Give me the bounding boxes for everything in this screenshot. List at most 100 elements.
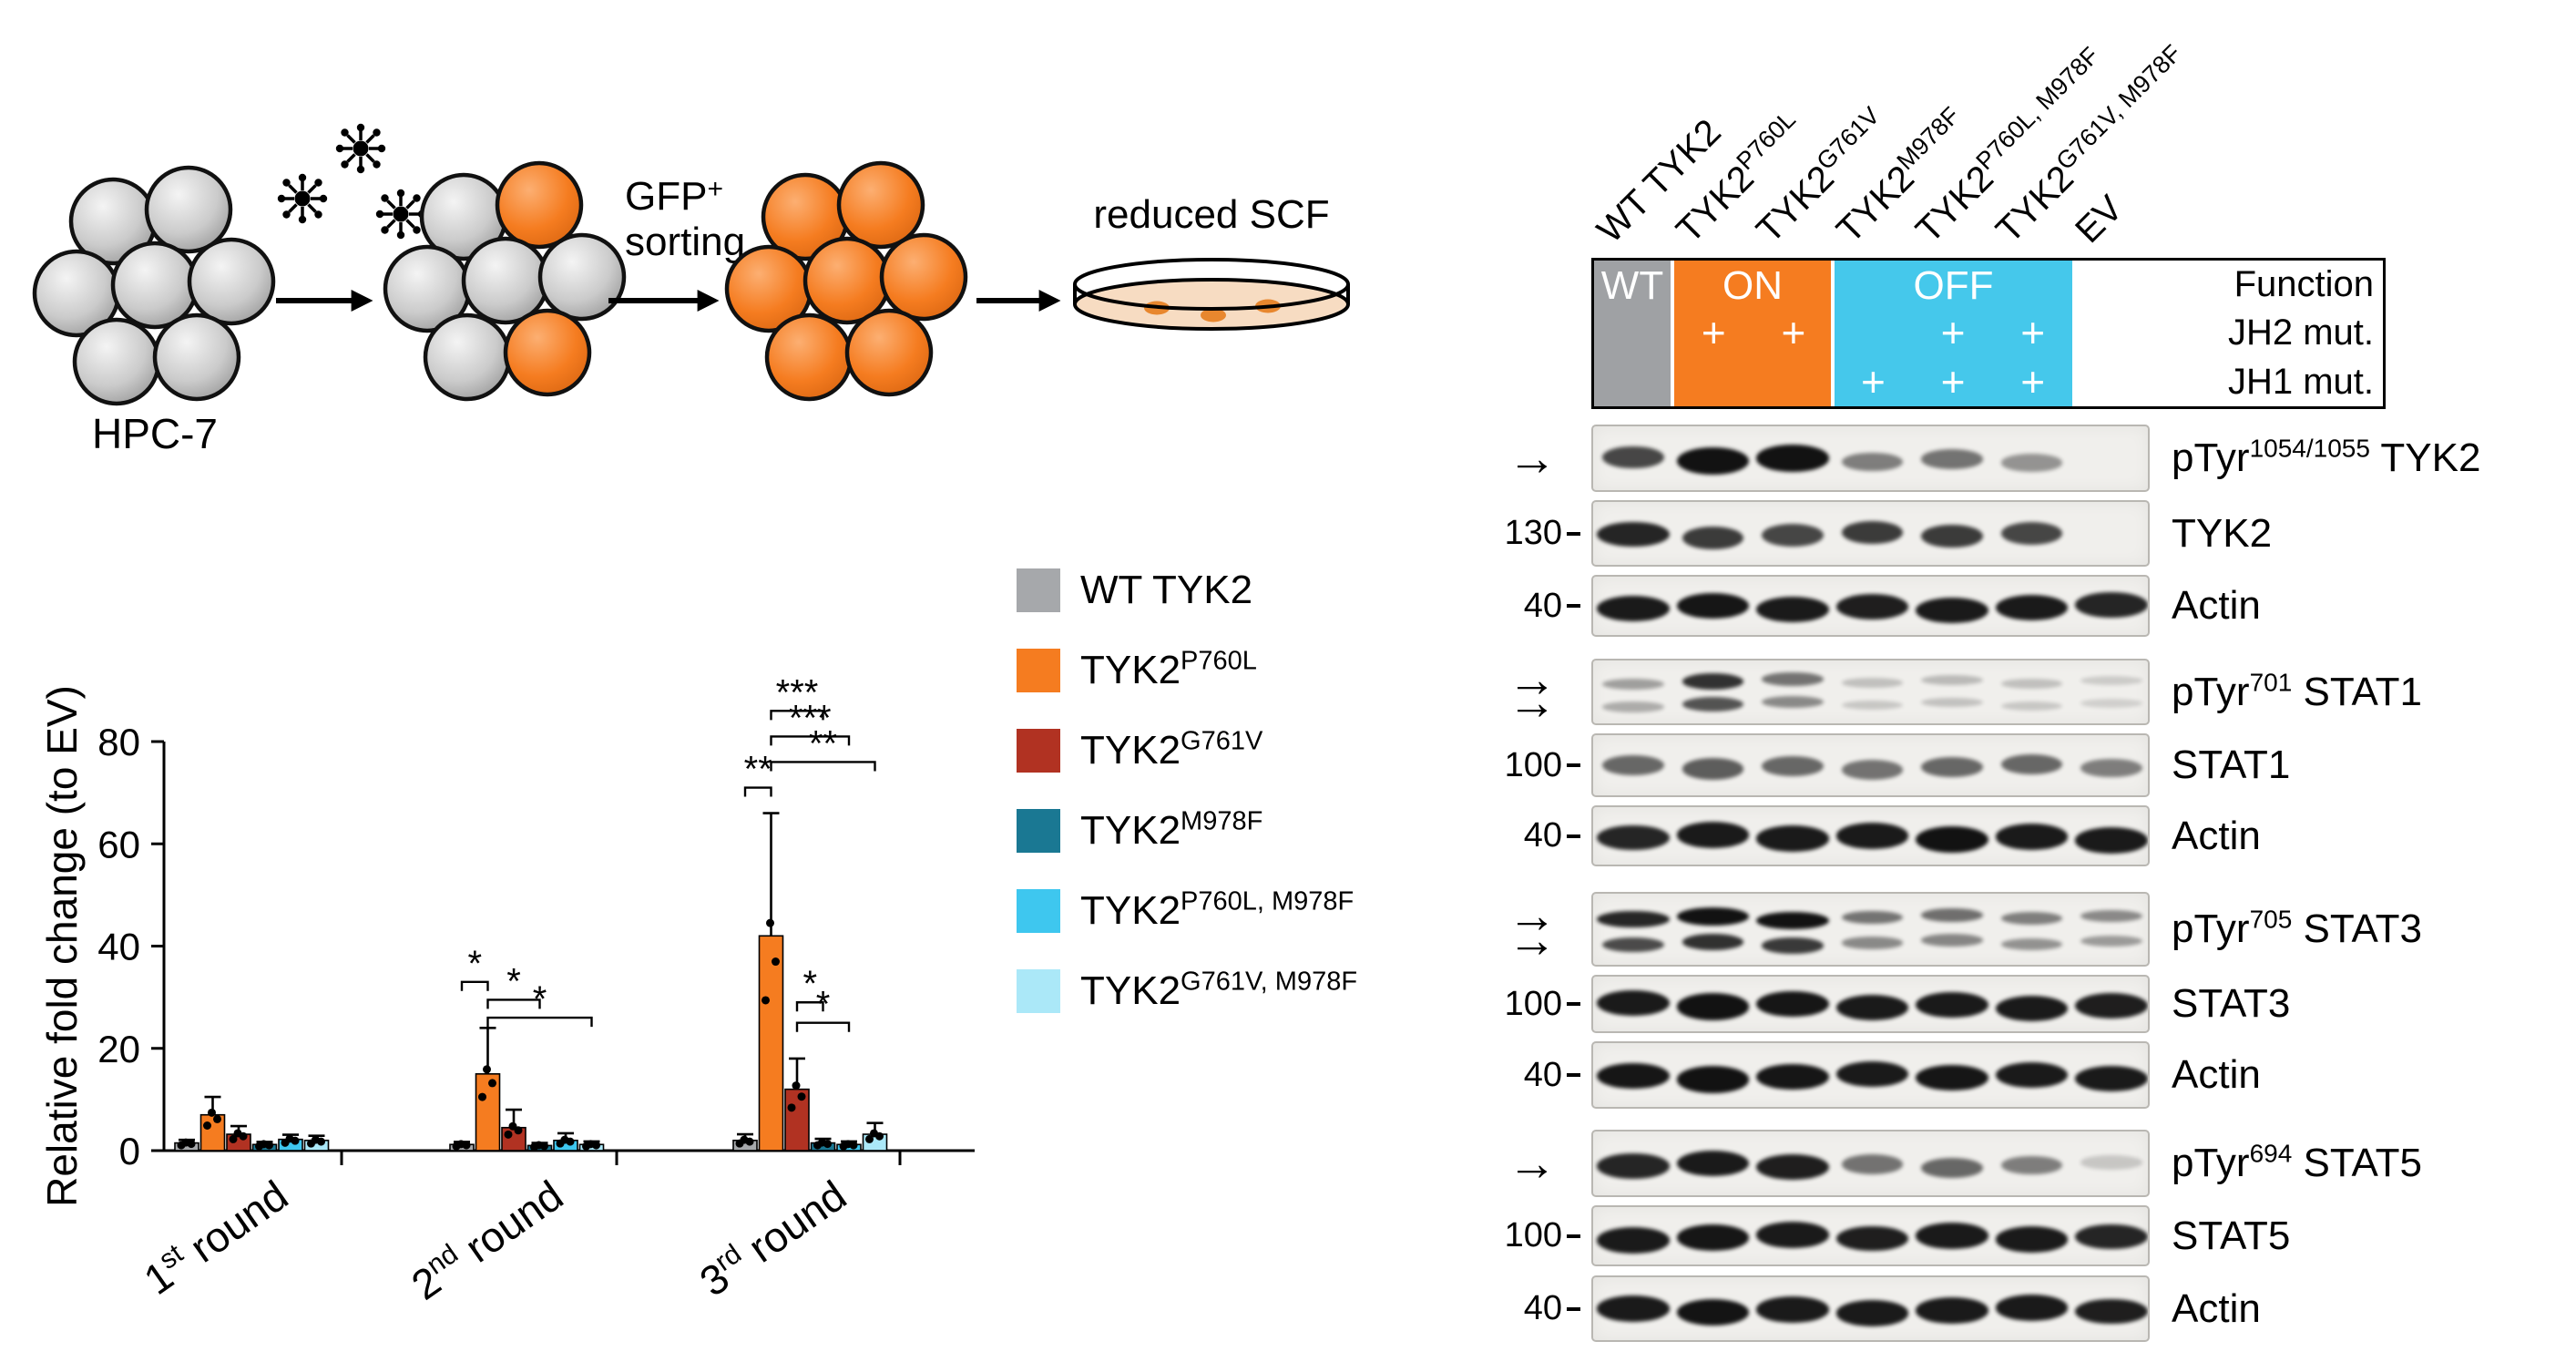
data-point bbox=[797, 1092, 806, 1101]
blot-band bbox=[1756, 1154, 1829, 1180]
bar-group bbox=[526, 1141, 553, 1152]
sorted-cell-cluster bbox=[724, 160, 968, 402]
data-point bbox=[229, 1134, 238, 1143]
blot-band bbox=[1682, 697, 1744, 712]
plus-mark: + bbox=[1701, 309, 1726, 357]
data-point bbox=[208, 1108, 216, 1117]
y-tick-labels: 0 20 40 60 80 bbox=[97, 721, 140, 1172]
data-point bbox=[772, 957, 780, 967]
molecular-weight-label: 40 bbox=[1473, 584, 1580, 628]
blot-row-label: pTyr694 STAT5 bbox=[2172, 1139, 2422, 1185]
blot-band bbox=[2000, 454, 2063, 472]
blot-band bbox=[2000, 937, 2063, 950]
legend-item: TYK2M978F bbox=[1017, 807, 1357, 855]
bar-group bbox=[810, 1137, 836, 1152]
bar-group bbox=[758, 812, 784, 1152]
blot-band bbox=[1762, 755, 1824, 777]
band-arrow-icon: → bbox=[1508, 674, 1557, 730]
blot-band bbox=[2075, 993, 2148, 1019]
blot-band bbox=[1597, 989, 1670, 1017]
blot-band bbox=[1835, 1060, 1909, 1088]
jh1-mut-label: JH1 mut. bbox=[2227, 361, 2374, 402]
blot-band bbox=[2075, 592, 2148, 618]
blot-band bbox=[1995, 995, 2069, 1022]
western-blot bbox=[1591, 659, 2150, 725]
data-point bbox=[260, 1140, 268, 1149]
band-arrow-icon: → bbox=[1508, 431, 1557, 486]
blot-band bbox=[1916, 1064, 1988, 1091]
petri-dish bbox=[1073, 258, 1350, 331]
svg-text:60: 60 bbox=[97, 823, 140, 865]
off-group-box: OFF bbox=[1835, 261, 2072, 406]
blot-band bbox=[1602, 754, 1664, 776]
blot-row-label: Actin bbox=[2172, 1052, 2261, 1097]
data-point bbox=[787, 1103, 796, 1112]
bar bbox=[475, 1073, 501, 1152]
blot-band bbox=[1995, 824, 2069, 850]
blot-band bbox=[1916, 825, 1988, 854]
blot-band bbox=[2000, 753, 2063, 775]
bar-group bbox=[578, 1140, 605, 1152]
blot-band bbox=[1841, 1154, 1904, 1174]
gfp-sorting-label-line2: sorting bbox=[625, 220, 745, 264]
bar-group bbox=[278, 1133, 303, 1152]
blot-band bbox=[1597, 1153, 1670, 1179]
blot-band bbox=[1835, 594, 1909, 619]
blot-band bbox=[1841, 937, 1904, 949]
blot-band bbox=[1916, 1223, 1988, 1249]
blot-band bbox=[1841, 520, 1904, 545]
blot-band bbox=[1756, 1222, 1829, 1248]
svg-text:40: 40 bbox=[97, 926, 140, 968]
molecular-weight-label: 100 bbox=[1473, 743, 1580, 787]
legend-item: TYK2P760L, M978F bbox=[1017, 887, 1357, 935]
hpc7-cell-cluster bbox=[32, 165, 276, 406]
blot-band bbox=[1756, 1063, 1829, 1090]
blot-band bbox=[2080, 699, 2142, 709]
y-axis-label: Relative fold change (to EV) bbox=[38, 685, 86, 1207]
blot-band bbox=[1682, 934, 1744, 950]
off-group-label: OFF bbox=[1913, 263, 1994, 308]
bar-group bbox=[449, 1140, 475, 1152]
blot-row-label: TYK2 bbox=[2172, 510, 2273, 556]
svg-text:*: * bbox=[533, 979, 547, 1019]
data-point bbox=[818, 1138, 826, 1147]
blot-band bbox=[1921, 674, 1983, 685]
legend-label: TYK2M978F bbox=[1080, 806, 1263, 853]
blot-band bbox=[2000, 701, 2063, 712]
mw-tick bbox=[1567, 834, 1580, 838]
blot-band bbox=[2075, 1298, 2148, 1325]
data-point bbox=[508, 1121, 517, 1131]
legend-label: WT TYK2 bbox=[1080, 568, 1253, 612]
western-blot bbox=[1591, 805, 2150, 866]
blot-band bbox=[1756, 825, 1829, 852]
bar-group bbox=[226, 1124, 251, 1152]
blot-band bbox=[1995, 1295, 2069, 1321]
western-blot bbox=[1591, 975, 2150, 1033]
mw-tick bbox=[1567, 1073, 1580, 1077]
on-group-label: ON bbox=[1722, 263, 1783, 308]
data-point bbox=[792, 1081, 801, 1090]
significance-brackets: * * ************* bbox=[460, 672, 876, 1032]
western-blot bbox=[1591, 1041, 2150, 1109]
blot-band bbox=[1921, 934, 1983, 947]
legend-item: TYK2G761V bbox=[1017, 727, 1357, 774]
blot-band bbox=[2000, 522, 2063, 545]
western-blot bbox=[1591, 1205, 2150, 1266]
legend-label: TYK2G761V, M978F bbox=[1080, 967, 1358, 1013]
bar-group bbox=[475, 1026, 501, 1152]
blot-band bbox=[1756, 911, 1829, 929]
bar bbox=[758, 935, 784, 1152]
x-category-label: 3rd round bbox=[690, 1171, 854, 1305]
bar-group bbox=[784, 1057, 810, 1152]
band-arrow-icon: → bbox=[1508, 1136, 1557, 1191]
data-point bbox=[456, 1140, 465, 1149]
blot-band bbox=[1921, 524, 1983, 548]
blot-band bbox=[1921, 449, 1983, 469]
legend-swatch bbox=[1017, 889, 1060, 933]
blot-band bbox=[1916, 991, 1988, 1019]
blot-band bbox=[1835, 1300, 1909, 1326]
data-point bbox=[740, 1135, 749, 1144]
bar-group bbox=[732, 1132, 758, 1152]
data-point bbox=[504, 1130, 513, 1139]
